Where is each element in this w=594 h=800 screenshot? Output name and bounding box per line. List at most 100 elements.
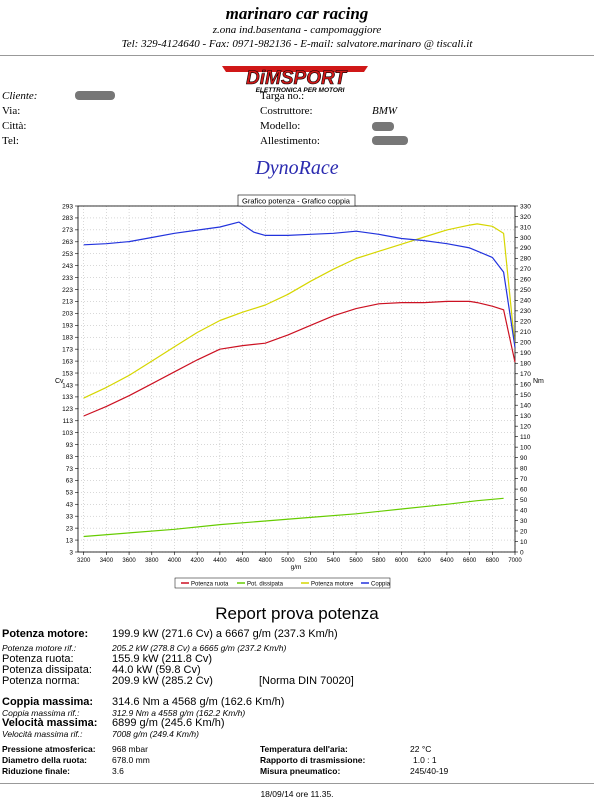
legend-label: Potenza motore xyxy=(311,582,354,588)
logo-sub-text: ELETTRONICA PER MOTORI xyxy=(256,87,345,94)
chart-title-box xyxy=(237,194,356,207)
pressione-value: 968 mbar xyxy=(112,744,148,754)
legend-label: Coppia xyxy=(371,582,391,588)
velocita-massima-rif-value: 7008 g/m (249.4 Km/h) xyxy=(112,729,199,739)
x-tick-label: 5800 xyxy=(372,558,386,564)
legend: Potenza ruota Pot. dissipata Potenza motor… xyxy=(181,582,391,588)
y-right-tick-label: 140 xyxy=(520,403,531,410)
x-tick-label: 4600 xyxy=(236,558,250,564)
footer-datetime: 18/09/14 ore 11.35. xyxy=(260,789,334,799)
x-tick-label: 7000 xyxy=(508,558,522,564)
y-left-tick-label: 183 xyxy=(62,335,73,342)
y-right-tick-label: 20 xyxy=(520,528,528,535)
costruttore-value: BMW xyxy=(372,105,398,117)
velocita-massima-label: Velocità massima: xyxy=(2,717,98,729)
series-line-coppia xyxy=(83,221,516,348)
y-right-tick-label: 10 xyxy=(520,539,528,546)
y-right-tick-label: 300 xyxy=(520,235,531,242)
chart-grid xyxy=(78,205,516,553)
tel-label: Tel: xyxy=(2,135,19,147)
y-left-tick-label: 83 xyxy=(66,454,74,461)
y-right-tick-label: 310 xyxy=(520,224,531,231)
y-right-tick-label: 170 xyxy=(520,371,531,378)
y-left-tick-label: 93 xyxy=(66,442,74,449)
y-right-tick-label: 80 xyxy=(520,465,528,472)
y-right-tick-label: 100 xyxy=(520,444,531,451)
y-left-tick-label: 243 xyxy=(62,263,73,270)
redacted-modello xyxy=(372,122,394,131)
y-left-tick-label: 153 xyxy=(62,370,73,377)
coppia-massima-rif-label: Coppia massima rif.: xyxy=(2,708,80,718)
y-left-tick-label: 293 xyxy=(62,203,73,210)
x-tick-label: 3200 xyxy=(77,558,91,564)
velocita-massima-rif-label: Velocità massima rif.: xyxy=(2,729,83,739)
costruttore-label: Costruttore: xyxy=(260,105,313,117)
potenza-dissipata-label: Potenza dissipata: xyxy=(2,664,92,676)
x-tick-label: 6600 xyxy=(463,558,477,564)
y-left-tick-label: 13 xyxy=(66,537,74,544)
y-right-tick-label: 30 xyxy=(520,518,528,525)
diametro-label: Diametro della ruota: xyxy=(2,755,88,765)
y-left-tick-label: 203 xyxy=(62,311,73,318)
y-left-tick-label: 133 xyxy=(62,394,73,401)
y-right-tick-label: 260 xyxy=(520,277,531,284)
y-right-tick-label: 200 xyxy=(520,340,531,347)
y-left-tick-label: 53 xyxy=(66,490,74,497)
y-left-tick-label: 263 xyxy=(62,239,73,246)
rapporto-value: 1.0 : 1 xyxy=(413,755,437,765)
y-left-tick-label: 113 xyxy=(63,418,74,425)
y-left-tick-label: 273 xyxy=(62,227,73,234)
y-right-tick-label: 90 xyxy=(520,455,528,462)
y-right-tick-label: 230 xyxy=(520,308,531,315)
x-tick-label: 4400 xyxy=(213,558,227,564)
y-left-label: Cv xyxy=(55,378,64,385)
y-left-tick-label: 173 xyxy=(62,346,73,353)
x-tick-label: 3400 xyxy=(100,558,114,564)
company-address: z.ona ind.basentana - campomaggiore xyxy=(212,24,382,36)
x-tick-label: 6400 xyxy=(440,558,454,564)
redacted-allestimento xyxy=(372,136,408,145)
x-tick-label: 6200 xyxy=(418,558,432,564)
y-left-tick-label: 233 xyxy=(62,275,73,282)
misura-label: Misura pneumatico: xyxy=(260,766,341,776)
y-right-label: Nm xyxy=(533,378,544,385)
series-line-potenza-ruota xyxy=(83,300,516,417)
x-tick-label: 5400 xyxy=(327,558,341,564)
y-left-tick-label: 143 xyxy=(62,382,73,389)
report-title: Report prova potenza xyxy=(215,604,379,623)
footer-divider xyxy=(0,783,594,784)
coppia-massima-rif-value: 312.9 Nm a 4558 g/m (162.2 Km/h) xyxy=(112,708,246,718)
legend-label: Pot. dissipata xyxy=(247,582,284,588)
coppia-massima-value: 314.6 Nm a 4568 g/m (162.6 Km/h) xyxy=(112,696,285,708)
rapporto-label: Rapporto di trasmissione: xyxy=(260,755,366,765)
misura-value: 245/40-19 xyxy=(410,766,449,776)
y-left-tick-label: 3 xyxy=(69,549,73,556)
x-tick-label: 5200 xyxy=(304,558,318,564)
company-contact: Tel: 329-4124640 - Fax: 0971-982136 - E-… xyxy=(121,38,473,50)
y-left-tick-label: 33 xyxy=(66,514,74,521)
y-right-tick-label: 220 xyxy=(520,319,531,326)
velocita-massima-value: 6899 g/m (245.6 Km/h) xyxy=(112,717,225,729)
potenza-motore-rif-label: Potenza motore rif.: xyxy=(2,643,77,653)
x-tick-label: 3600 xyxy=(122,558,136,564)
y-right-tick-label: 50 xyxy=(520,497,528,504)
y-right-tick-label: 150 xyxy=(520,392,531,399)
y-right-tick-label: 210 xyxy=(520,329,531,336)
citta-label: Città: xyxy=(2,120,27,132)
y-right-tick-label: 190 xyxy=(520,350,531,357)
coppia-massima-label: Coppia massima: xyxy=(2,696,94,708)
x-tick-label: 5600 xyxy=(349,558,363,564)
y-right-tick-label: 130 xyxy=(520,413,531,420)
pressione-label: Pressione atmosferica: xyxy=(2,744,96,754)
temperatura-label: Temperatura dell'aria: xyxy=(260,744,348,754)
potenza-norma-value: 209.9 kW (285.2 Cv) xyxy=(112,675,213,687)
x-tick-label: 4800 xyxy=(259,558,273,564)
temperatura-value: 22 °C xyxy=(410,744,432,754)
y-left-tick-label: 223 xyxy=(62,287,73,294)
series-line-pot-dissipata xyxy=(83,497,504,538)
x-ticks: 3200 3400 3600 3800 4000 4200 4400 4600 4800 5000… xyxy=(77,552,522,564)
y-right-tick-label: 290 xyxy=(520,245,531,252)
dynorace-title: DynoRace xyxy=(255,157,339,179)
legend-box xyxy=(174,577,391,589)
y-left-tick-label: 193 xyxy=(62,323,73,330)
